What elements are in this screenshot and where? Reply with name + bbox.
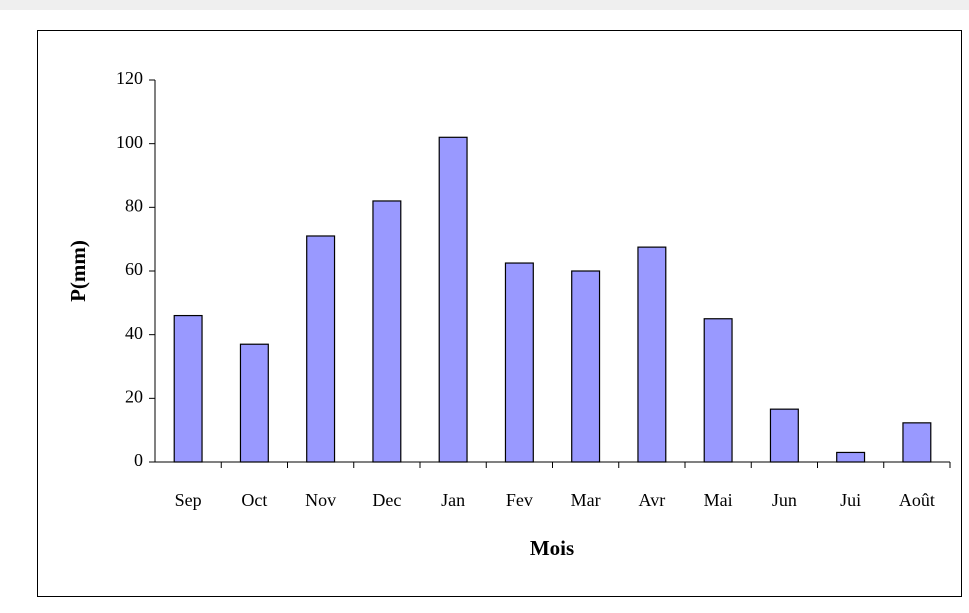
- x-tick-label: Fev: [506, 490, 533, 510]
- x-axis-title: Mois: [530, 536, 574, 560]
- y-tick-label: 60: [125, 259, 143, 279]
- x-tick-label: Mai: [704, 490, 733, 510]
- y-tick-label: 120: [116, 68, 143, 88]
- bar: [836, 451, 866, 463]
- x-tick-label: Jan: [441, 490, 465, 510]
- y-axis-title: P(mm): [66, 240, 90, 302]
- bar: [571, 270, 601, 463]
- y-tick-label: 0: [134, 450, 143, 470]
- bar: [306, 235, 336, 463]
- y-tick-label: 40: [125, 323, 143, 343]
- x-tick-label: Jun: [772, 490, 797, 510]
- x-tick-label: Jui: [840, 490, 861, 510]
- x-tick-label: Oct: [241, 490, 267, 510]
- bar: [438, 136, 468, 463]
- bar: [703, 318, 733, 463]
- y-tick-label: 20: [125, 386, 143, 406]
- x-tick-label: Avr: [639, 490, 666, 510]
- top-band: [0, 0, 969, 10]
- bar: [902, 422, 932, 463]
- chart-frame: [37, 30, 962, 597]
- bar: [769, 408, 799, 463]
- bar: [637, 246, 667, 463]
- bar: [504, 262, 534, 463]
- x-tick-label: Août: [899, 490, 935, 510]
- y-tick-label: 100: [116, 132, 143, 152]
- y-tick-label: 80: [125, 195, 143, 215]
- x-tick-label: Mar: [571, 490, 601, 510]
- x-tick-label: Nov: [305, 490, 336, 510]
- x-tick-label: Sep: [175, 490, 202, 510]
- bar: [239, 343, 269, 463]
- bar: [173, 314, 203, 463]
- bar: [372, 200, 402, 463]
- x-tick-label: Dec: [372, 490, 401, 510]
